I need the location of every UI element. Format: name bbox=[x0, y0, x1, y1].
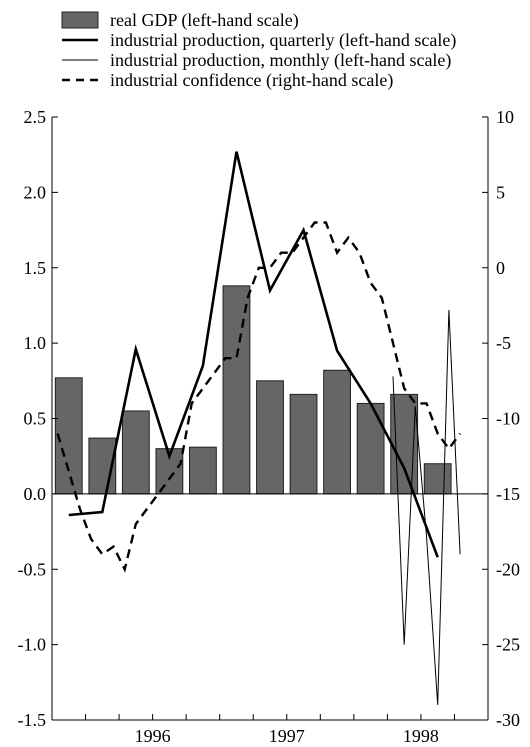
line-series bbox=[56, 151, 462, 705]
gdp-bar bbox=[256, 380, 284, 495]
left-tick-label: 2.0 bbox=[24, 182, 47, 202]
left-tick-label: -0.5 bbox=[18, 559, 47, 579]
right-tick-label: -20 bbox=[496, 559, 520, 579]
legend-label: industrial production, quarterly (left-h… bbox=[110, 30, 456, 51]
gdp-bar bbox=[323, 369, 351, 495]
axes: 2.5 2.0 1.5 1.0 0.5 0.0 -0.5 -1.0 -1.5 10 5 0 -5 -10 -… bbox=[18, 107, 521, 746]
left-tick-label: 2.5 bbox=[24, 107, 47, 127]
year-label: 1998 bbox=[403, 726, 439, 746]
right-tick-label: 10 bbox=[496, 107, 514, 127]
left-tick-label: -1.5 bbox=[18, 710, 47, 730]
right-tick-label: -15 bbox=[496, 484, 520, 504]
gdp-bar bbox=[121, 410, 150, 495]
right-tick-label: -10 bbox=[496, 409, 520, 429]
ip-quarterly-line bbox=[68, 151, 439, 558]
right-tick-label: 5 bbox=[496, 182, 505, 202]
legend-swatch-bar bbox=[61, 11, 99, 29]
legend: real GDP (left-hand scale)industrial pro… bbox=[61, 10, 456, 91]
gdp-bar bbox=[289, 393, 318, 495]
year-label: 1997 bbox=[269, 726, 305, 746]
gdp-bar bbox=[189, 446, 217, 495]
ip-monthly-line bbox=[392, 309, 461, 705]
gdp-bar bbox=[356, 402, 385, 495]
gdp-bar bbox=[423, 463, 452, 495]
legend-label: real GDP (left-hand scale) bbox=[110, 10, 299, 31]
confidence-line bbox=[56, 221, 462, 573]
right-tick-label: -5 bbox=[496, 333, 511, 353]
left-tick-label: 1.0 bbox=[24, 333, 47, 353]
gdp-bar bbox=[222, 285, 251, 495]
gdp-bars bbox=[54, 285, 452, 495]
right-tick-label: -25 bbox=[496, 635, 520, 655]
legend-label: industrial production, monthly (left-han… bbox=[110, 50, 451, 71]
year-label: 1996 bbox=[135, 726, 171, 746]
right-tick-label: 0 bbox=[496, 258, 505, 278]
left-tick-label: -1.0 bbox=[18, 635, 47, 655]
left-tick-label: 0.5 bbox=[24, 409, 47, 429]
right-tick-label: -30 bbox=[496, 710, 520, 730]
gdp-bar bbox=[54, 377, 83, 495]
left-tick-label: 1.5 bbox=[24, 258, 47, 278]
legend-label: industrial confidence (right-hand scale) bbox=[110, 70, 393, 91]
left-tick-label: 0.0 bbox=[24, 484, 47, 504]
